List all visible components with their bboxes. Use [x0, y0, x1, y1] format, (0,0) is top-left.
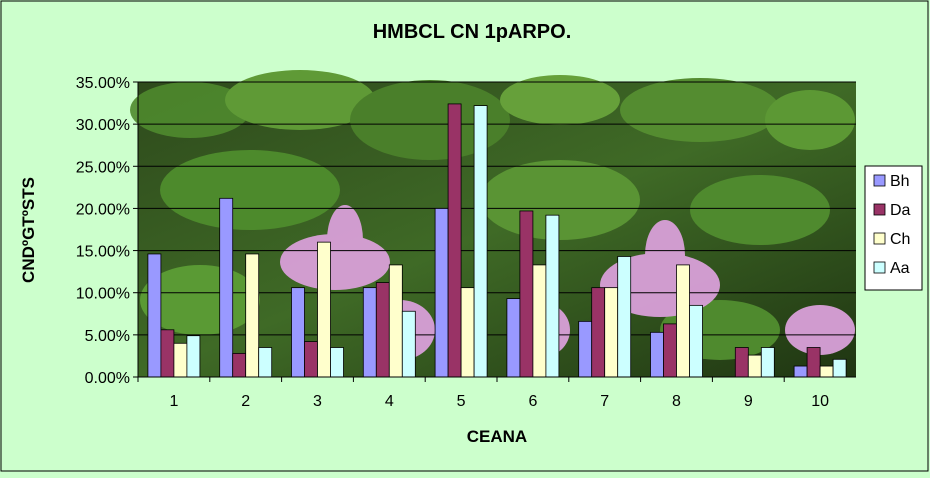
- legend-swatch-ch: [873, 232, 886, 245]
- bar-bh-8: [650, 331, 664, 378]
- legend-swatch-bh: [873, 174, 886, 187]
- legend-label-da: Da: [890, 202, 911, 219]
- legend-label-bh: Bh: [890, 173, 910, 190]
- bar-da-7: [591, 287, 606, 378]
- bar-bh-3: [291, 287, 305, 378]
- x-tick-label: 5: [457, 393, 466, 410]
- bar-bh-5: [434, 208, 449, 378]
- y-tick-label: 35.00%: [76, 75, 130, 92]
- y-tick-label: 0.00%: [85, 370, 130, 387]
- chart-title: HMBCL CN 1pARPO.: [373, 21, 572, 43]
- bar-ch-1: [173, 342, 188, 378]
- bar-da-4: [375, 282, 390, 378]
- bar-da-2: [232, 352, 247, 378]
- plot-background-image: [130, 70, 856, 377]
- bars: [147, 103, 847, 378]
- bar-ch-4: [388, 264, 403, 378]
- bar-aa-4: [401, 310, 416, 378]
- bar-ch-9: [747, 354, 762, 378]
- y-axis-label: CNDºGTºSTS: [19, 177, 38, 283]
- legend-label-aa: Aa: [890, 260, 910, 277]
- x-tick-label: 3: [313, 393, 322, 410]
- bar-da-8: [663, 323, 677, 378]
- bar-aa-8: [689, 304, 703, 378]
- bar-ch-5: [460, 287, 475, 378]
- legend: Bh Da Ch Aa: [864, 165, 923, 291]
- bar-da-6: [519, 210, 534, 378]
- x-tick-labels: 1 2 3 4 5 6 7 8 9 10: [137, 377, 829, 410]
- x-tick-label: 8: [672, 393, 681, 410]
- legend-label-ch: Ch: [890, 231, 910, 248]
- bar-ch-10: [819, 365, 834, 378]
- bar-da-1: [160, 329, 175, 378]
- y-tick-label: 10.00%: [76, 286, 130, 303]
- x-tick-label: 4: [385, 393, 394, 410]
- x-tick-label: 2: [241, 393, 250, 410]
- bar-aa-6: [545, 214, 560, 378]
- x-tick-label: 6: [528, 393, 537, 410]
- y-tick-label: 20.00%: [76, 201, 130, 218]
- x-tick-label: 10: [811, 393, 829, 410]
- bar-da-9: [734, 347, 749, 378]
- y-tick-label: 30.00%: [76, 117, 130, 134]
- y-tick-label: 25.00%: [76, 159, 130, 176]
- bar-bh-1: [147, 253, 162, 378]
- bar-bh-4: [362, 287, 377, 378]
- bar-aa-9: [760, 347, 775, 378]
- x-tick-label: 7: [600, 393, 609, 410]
- legend-swatch-da: [873, 203, 886, 216]
- bar-aa-5: [473, 105, 488, 378]
- bar-aa-3: [330, 347, 344, 378]
- bar-ch-3: [317, 241, 331, 378]
- bar-bh-10: [793, 365, 808, 378]
- y-tick-labels: 0.00% 5.00% 10.00% 15.00% 20.00% 25.00% 30.00%…: [76, 75, 138, 387]
- bar-da-10: [806, 347, 821, 378]
- bar-ch-8: [676, 264, 690, 378]
- bar-aa-1: [186, 335, 201, 378]
- bar-ch-6: [532, 264, 547, 378]
- bar-ch-7: [604, 287, 619, 378]
- bar-ch-2: [245, 253, 260, 378]
- bar-bh-2: [219, 197, 234, 378]
- bar-aa-10: [832, 358, 847, 378]
- y-tick-label: 15.00%: [76, 244, 130, 261]
- bar-bh-6: [506, 298, 521, 378]
- x-tick-label: 1: [169, 393, 178, 410]
- y-tick-label: 5.00%: [85, 328, 130, 345]
- bar-aa-2: [258, 347, 273, 378]
- bar-bh-7: [578, 320, 593, 378]
- x-tick-label: 9: [744, 393, 753, 410]
- bar-da-5: [447, 103, 462, 378]
- bar-aa-7: [617, 256, 632, 378]
- bar-da-3: [304, 341, 318, 378]
- legend-swatch-aa: [873, 261, 886, 274]
- x-axis-label: CEANA: [467, 427, 527, 446]
